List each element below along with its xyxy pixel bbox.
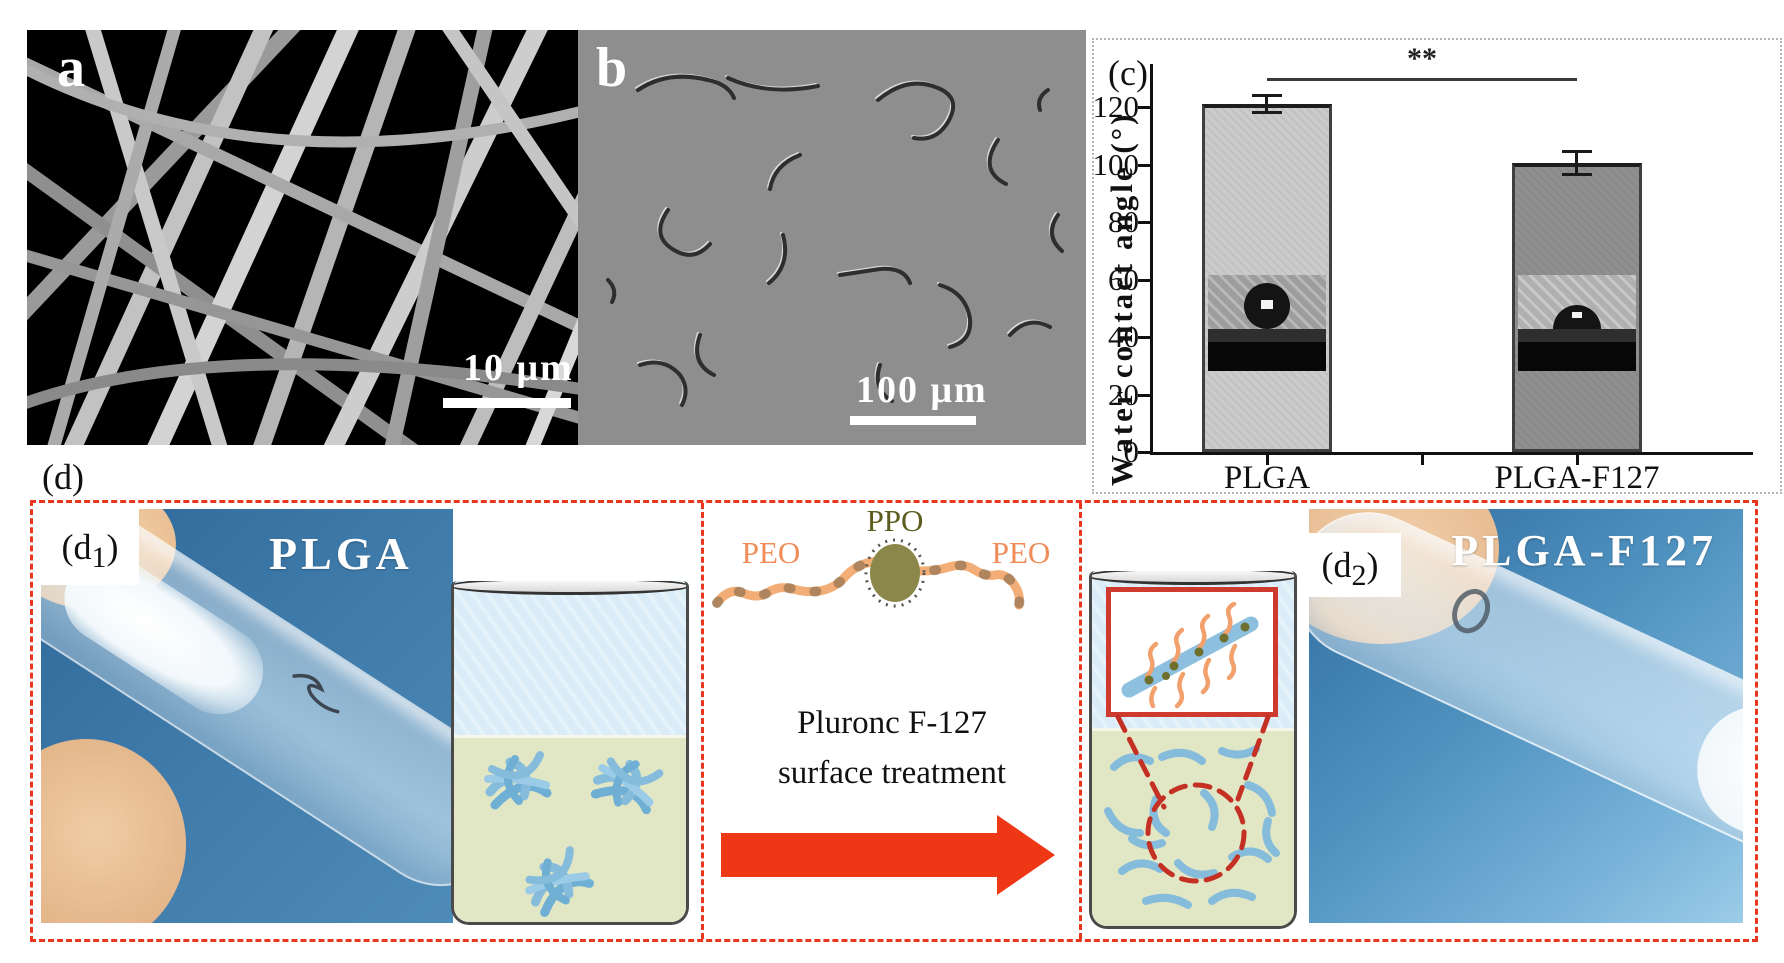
sem-image-panel-a: a 10 μm bbox=[27, 30, 578, 445]
panel-b-scale-bar bbox=[850, 416, 976, 425]
sem-short-fiber-graphic bbox=[606, 73, 1064, 407]
droplet-inset-substrate bbox=[1518, 342, 1636, 371]
sem-fiber-graphic bbox=[27, 30, 578, 445]
y-tick-label: 60 bbox=[1108, 261, 1139, 297]
sub-label-d1-prefix: (d bbox=[61, 527, 92, 567]
droplet-inset-surface bbox=[1518, 329, 1636, 342]
pluronic-molecule-graphic: PEO PPO PEO bbox=[712, 505, 1051, 610]
y-tick-mark bbox=[1138, 106, 1151, 110]
beaker-rim bbox=[454, 581, 686, 595]
bar-plga-f127 bbox=[1512, 163, 1642, 452]
x-tick-mark bbox=[1421, 455, 1424, 465]
red-dashed-divider-left bbox=[701, 503, 704, 939]
sub-label-d2-suffix: ) bbox=[1366, 545, 1379, 585]
test-tube bbox=[41, 509, 453, 915]
schematic-panel-d: PLGA (d1) bbox=[30, 500, 1758, 942]
water-droplet-high-angle bbox=[1244, 283, 1290, 329]
fiber-surface-inset-box bbox=[1106, 587, 1278, 717]
plot-area: ** 0 20 40 60 80 100 120 PLGA PLGA-F127 bbox=[1093, 42, 1753, 496]
droplet-inset-substrate bbox=[1208, 342, 1326, 371]
x-tick-mark bbox=[1266, 455, 1269, 465]
y-tick-mark bbox=[1138, 163, 1151, 167]
y-tick-mark bbox=[1138, 393, 1151, 397]
y-tick-label: 20 bbox=[1108, 376, 1139, 412]
process-text: Pluronc F-127 surface treatment bbox=[705, 699, 1079, 798]
photo-plga-test-tube: PLGA (d1) bbox=[41, 509, 453, 923]
dispersed-fiber-graphic bbox=[1104, 714, 1280, 909]
panel-d-label: (d) bbox=[42, 457, 84, 497]
peo-left-label: PEO bbox=[742, 535, 801, 570]
sem-image-panel-b: b 100 μm bbox=[578, 30, 1086, 445]
sub-label-d2: (d2) bbox=[1299, 533, 1401, 597]
x-tick-mark bbox=[1576, 455, 1579, 465]
contact-angle-chart-panel: (c) Water contact angle (°) bbox=[1092, 38, 1782, 496]
peo-right-label: PEO bbox=[992, 535, 1051, 570]
process-line-1: Pluronc F-127 bbox=[797, 705, 987, 741]
significance-line bbox=[1267, 78, 1577, 82]
error-bar bbox=[1562, 150, 1592, 177]
sub-label-d1: (d1) bbox=[41, 509, 139, 585]
droplet-photo-inset-plga-f127 bbox=[1518, 275, 1636, 371]
arrow-head bbox=[997, 815, 1055, 895]
photo-caption-plga-f127: PLGA-F127 bbox=[1451, 526, 1717, 575]
y-tick-mark bbox=[1138, 451, 1151, 454]
beaker-clumped-fibers bbox=[451, 581, 689, 925]
y-tick-label: 40 bbox=[1108, 319, 1139, 355]
y-tick-mark bbox=[1138, 336, 1151, 340]
droplet-photo-inset-plga bbox=[1208, 275, 1326, 371]
right-arrow bbox=[721, 815, 1055, 895]
panel-a-letter-label: a bbox=[57, 37, 85, 99]
panel-c-label: (c) bbox=[1108, 53, 1148, 93]
arrow-body bbox=[721, 833, 997, 877]
panel-a-scale-bar-text: 10 μm bbox=[463, 347, 574, 389]
droplet-highlight bbox=[1572, 312, 1582, 319]
ring-mark bbox=[1445, 582, 1498, 640]
y-tick-mark bbox=[1138, 221, 1151, 225]
ppo-label: PPO bbox=[867, 505, 924, 538]
x-category-label: PLGA bbox=[1223, 460, 1311, 496]
y-tick-mark bbox=[1138, 278, 1151, 282]
panel-b-scale-bar-text: 100 μm bbox=[856, 369, 988, 411]
sub-label-d1-suffix: ) bbox=[106, 527, 119, 567]
red-dashed-divider-right bbox=[1079, 503, 1082, 939]
white-plug bbox=[1676, 684, 1743, 864]
thumb bbox=[41, 739, 186, 923]
y-tick-label: 80 bbox=[1108, 204, 1139, 240]
pen-mark bbox=[292, 673, 340, 714]
process-line-2: surface treatment bbox=[777, 754, 1007, 791]
photo-caption-plga: PLGA bbox=[269, 528, 413, 579]
panel-b-letter-label: b bbox=[596, 37, 628, 99]
sub-label-d2-prefix: (d bbox=[1321, 545, 1352, 585]
panel-a-scale-bar bbox=[443, 398, 571, 408]
clumped-fiber-graphic bbox=[454, 739, 689, 925]
significance-stars: ** bbox=[1407, 42, 1437, 76]
y-tick-label: 120 bbox=[1092, 89, 1140, 125]
x-category-label: PLGA-F127 bbox=[1494, 460, 1660, 496]
bar-plga bbox=[1202, 104, 1332, 452]
droplet-highlight bbox=[1261, 300, 1273, 310]
y-tick-label: 0 bbox=[1123, 434, 1140, 469]
error-bar bbox=[1252, 94, 1282, 115]
beaker-dispersed-fibers bbox=[1089, 571, 1297, 929]
sub-label-d1-subscript: 1 bbox=[91, 541, 107, 575]
sub-label-d2-subscript: 2 bbox=[1351, 559, 1367, 593]
coated-fiber-graphic bbox=[1121, 601, 1259, 709]
beaker-air bbox=[454, 581, 686, 738]
droplet-inset-surface bbox=[1208, 329, 1326, 342]
y-tick-label: 100 bbox=[1092, 146, 1140, 182]
beaker-rim bbox=[1092, 571, 1294, 585]
